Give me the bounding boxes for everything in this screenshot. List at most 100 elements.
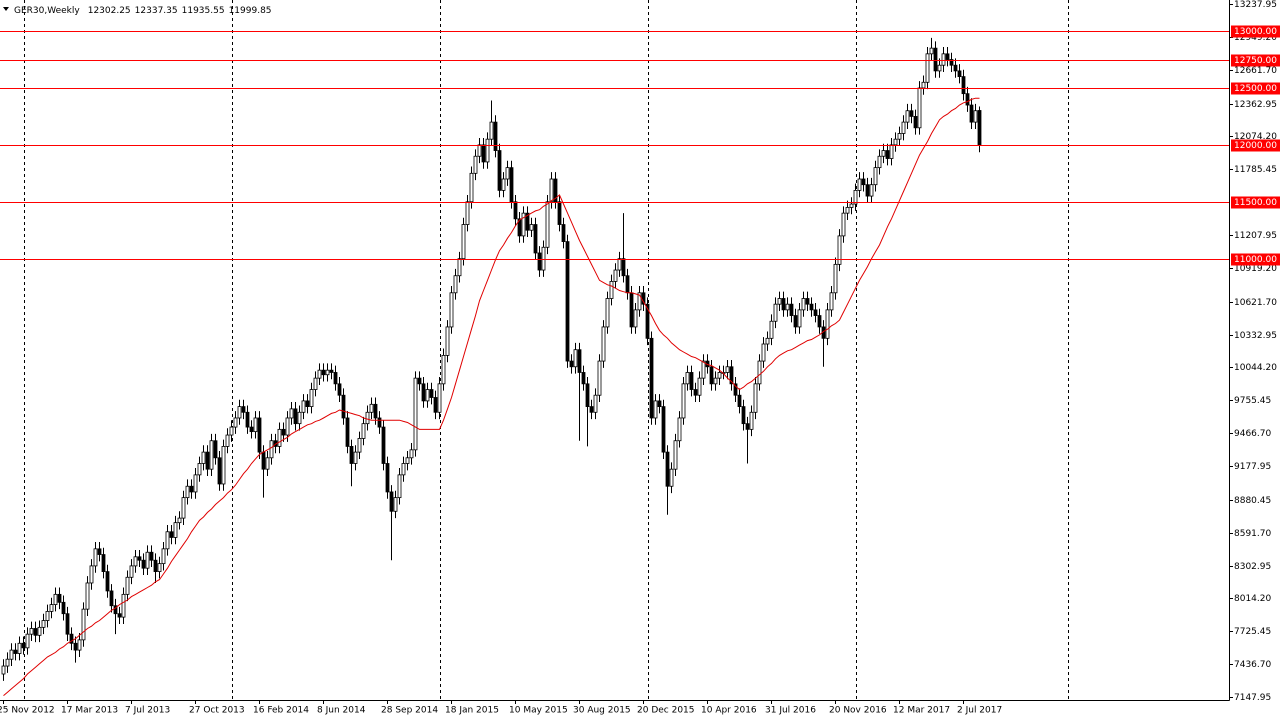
level-label-box (1231, 25, 1280, 38)
candle-body (537, 252, 542, 271)
candle-body (533, 224, 538, 254)
candle-body (897, 133, 902, 140)
y-tick-label: 8591.70 (1234, 529, 1271, 539)
candle-body (581, 372, 586, 385)
candle-body (605, 298, 610, 328)
last-high: 12337.35 (135, 6, 178, 16)
candle-body (837, 235, 842, 265)
candle-body (333, 372, 338, 385)
x-tick-label: 20 Dec 2015 (637, 706, 695, 716)
candle-body (961, 76, 966, 95)
candle-body (805, 298, 810, 305)
candle-body (769, 320, 774, 339)
candle-body (65, 613, 70, 635)
candle-body (593, 394, 598, 413)
candle-body (125, 576, 130, 595)
candle-body (385, 463, 390, 493)
candle-body (361, 423, 366, 439)
candle-body (289, 408, 294, 419)
level-label: 12500.00 (1234, 84, 1277, 94)
candle-body (597, 360, 602, 396)
candle-body (929, 47, 934, 55)
candle-body (53, 593, 58, 605)
candle-body (465, 201, 470, 225)
candle-body (589, 406, 594, 413)
candle-body (937, 64, 942, 72)
candle-body (353, 451, 358, 464)
candle-body (697, 377, 702, 396)
x-tick-label: 10 May 2015 (509, 706, 568, 716)
candle-body (393, 497, 398, 512)
candle-body (41, 620, 46, 628)
candle-body (953, 64, 958, 72)
candle-body (25, 633, 30, 649)
candle-body (913, 116, 918, 129)
candle-body (797, 309, 802, 328)
y-tick-label: 8880.45 (1234, 496, 1271, 506)
y-tick-label: 12074.20 (1234, 132, 1277, 142)
candle-body (37, 626, 42, 636)
candle-body (221, 446, 226, 485)
candle-body (133, 556, 138, 567)
candle-body (313, 377, 318, 390)
candle-body (277, 428, 282, 447)
level-label-box (1231, 253, 1280, 266)
candle-body (957, 70, 962, 77)
candle-body (773, 303, 778, 322)
candle-body (73, 642, 78, 651)
candle-body (629, 292, 634, 328)
candle-body (585, 383, 590, 407)
candles (1, 37, 982, 681)
candle-body (669, 468, 674, 487)
candle-body (89, 565, 94, 584)
candle-body (149, 551, 154, 561)
candle-body (165, 531, 170, 550)
candle-body (565, 241, 570, 362)
candle-body (765, 337, 770, 345)
candle-body (445, 326, 450, 356)
y-tick-label: 10919.20 (1234, 264, 1277, 274)
candle-body (421, 383, 426, 402)
candle-body (113, 605, 118, 615)
y-tick-label: 12362.95 (1234, 100, 1277, 110)
candle-body (249, 426, 254, 433)
candle-body (945, 53, 950, 60)
candle-body (493, 121, 498, 151)
candle-body (345, 417, 350, 447)
candle-body (157, 563, 162, 572)
candle-body (425, 389, 430, 402)
candle-body (161, 548, 166, 565)
candle-body (69, 633, 74, 644)
candle-body (365, 411, 370, 425)
candle-body (405, 457, 410, 464)
y-tick-label: 9466.70 (1234, 429, 1271, 439)
candle-body (237, 406, 242, 419)
x-tick-label: 28 Sep 2014 (381, 706, 438, 716)
x-tick-label: 20 Nov 2016 (829, 706, 887, 716)
candle-body (673, 440, 678, 470)
candle-body (777, 298, 782, 305)
candle-body (793, 315, 798, 328)
x-tick-label: 2 Jul 2017 (957, 706, 1002, 716)
candle-body (1, 665, 6, 675)
candle-body (349, 446, 354, 464)
candle-body (601, 326, 606, 362)
candle-body (153, 559, 158, 572)
candle-body (213, 440, 218, 459)
candle-body (269, 440, 274, 459)
candle-body (973, 110, 978, 123)
candle-body (325, 369, 330, 376)
candle-body (849, 203, 854, 208)
candle-body (905, 110, 910, 123)
level-label: 13000.00 (1234, 27, 1277, 37)
candle-body (217, 457, 222, 485)
y-tick-label: 12949.20 (1234, 33, 1277, 43)
candle-body (317, 369, 322, 379)
candle-body (509, 167, 514, 203)
candle-body (489, 121, 494, 140)
candle-body (193, 474, 198, 493)
symbol-menu-icon[interactable] (3, 7, 9, 11)
candle-body (417, 377, 422, 385)
candle-body (57, 593, 62, 603)
candle-body (677, 417, 682, 442)
